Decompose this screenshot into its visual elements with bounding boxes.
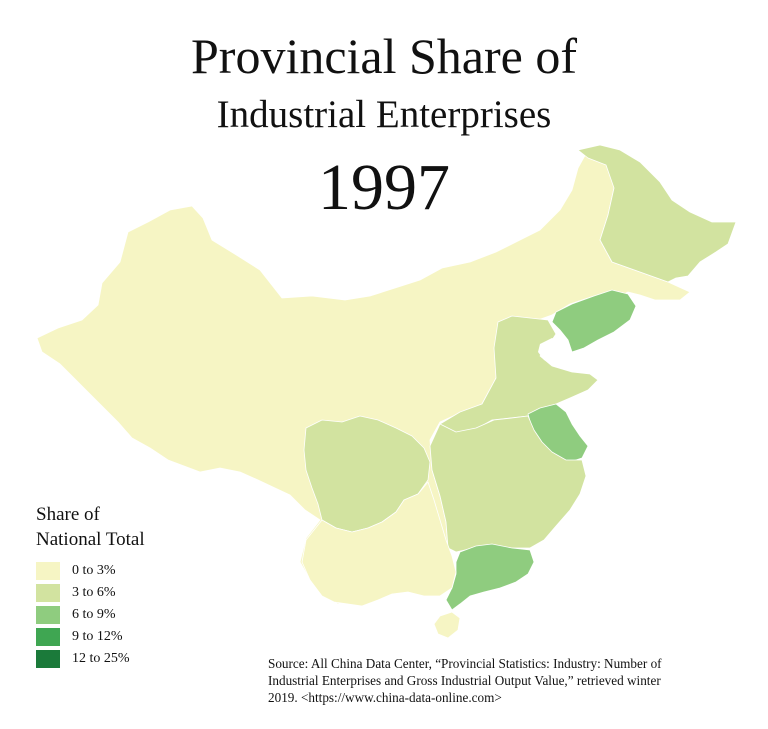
legend-item: 0 to 3% — [36, 560, 206, 582]
map-year: 1997 — [318, 151, 450, 224]
legend-swatch — [36, 606, 60, 624]
region-liaoning — [551, 289, 637, 353]
source-line-2: Industrial Enterprises and Gross Industr… — [268, 673, 661, 688]
region-heilongjiang — [577, 144, 737, 283]
map-subtitle: Industrial Enterprises — [216, 93, 552, 136]
legend-label: 3 to 6% — [72, 585, 116, 600]
legend-title-line2: National Total — [36, 529, 145, 550]
bohai-sea — [538, 338, 576, 366]
region-southwest — [301, 481, 457, 607]
region-hainan — [433, 611, 461, 639]
region-guangdong — [445, 543, 535, 611]
legend-items: 0 to 3% 3 to 6% 6 to 9% 9 to 12% 12 to 2… — [36, 560, 206, 670]
legend-item: 12 to 25% — [36, 648, 206, 670]
source-line-1: Source: All China Data Center, “Provinci… — [268, 656, 662, 671]
legend-label: 0 to 3% — [72, 563, 116, 578]
legend-title-line1: Share of — [36, 504, 100, 525]
source-line-3: 2019. <https://www.china-data-online.com… — [268, 690, 502, 705]
legend-swatch — [36, 584, 60, 602]
legend-item: 6 to 9% — [36, 604, 206, 626]
legend-label: 12 to 25% — [72, 651, 130, 666]
source-note: Source: All China Data Center, “Provinci… — [268, 655, 738, 706]
region-central-east — [429, 415, 587, 553]
legend-label: 9 to 12% — [72, 629, 123, 644]
legend-item: 3 to 6% — [36, 582, 206, 604]
legend-swatch — [36, 628, 60, 646]
legend-item: 9 to 12% — [36, 626, 206, 648]
legend: Share of National Total 0 to 3% 3 to 6% … — [36, 502, 206, 670]
legend-swatch — [36, 650, 60, 668]
legend-swatch — [36, 562, 60, 580]
legend-label: 6 to 9% — [72, 607, 116, 622]
map-title: Provincial Share of — [190, 28, 577, 84]
